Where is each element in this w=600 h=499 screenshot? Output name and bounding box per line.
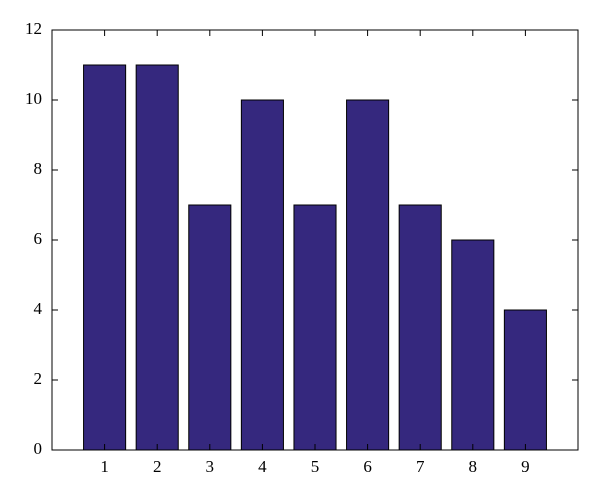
y-tick-label: 4 <box>34 299 43 318</box>
y-tick-label: 10 <box>25 89 42 108</box>
x-tick-label: 5 <box>311 457 320 476</box>
bar <box>398 204 442 451</box>
y-tick-label: 2 <box>34 369 43 388</box>
x-tick-label: 3 <box>206 457 215 476</box>
bar <box>451 239 495 451</box>
bar <box>346 99 390 451</box>
bar <box>503 309 547 451</box>
y-tick-label: 8 <box>34 159 43 178</box>
bar <box>83 64 127 451</box>
x-tick-label: 7 <box>416 457 425 476</box>
x-tick-label: 8 <box>469 457 478 476</box>
x-tick-label: 1 <box>100 457 109 476</box>
bar <box>293 204 337 451</box>
x-tick-label: 4 <box>258 457 267 476</box>
y-tick-label: 6 <box>34 229 43 248</box>
y-tick-label: 12 <box>25 19 42 38</box>
bar <box>135 64 179 451</box>
bar <box>240 99 284 451</box>
x-tick-label: 9 <box>521 457 530 476</box>
x-tick-label: 6 <box>363 457 372 476</box>
bar <box>188 204 232 451</box>
x-tick-label: 2 <box>153 457 162 476</box>
y-tick-label: 0 <box>34 439 43 458</box>
